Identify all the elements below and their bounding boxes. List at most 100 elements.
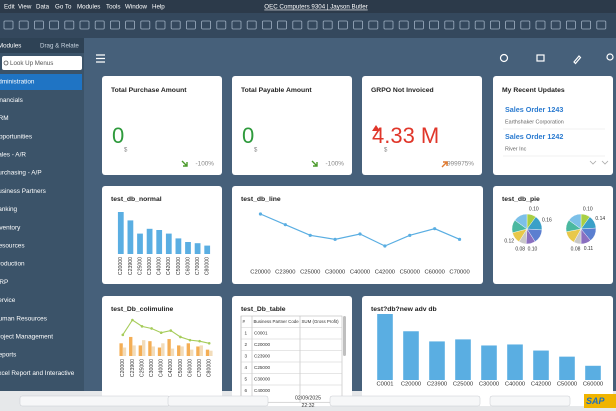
kpi-title: Total Purchase Amount: [111, 87, 187, 94]
card: [493, 186, 613, 284]
toolbar-icon: [596, 20, 607, 30]
sidebar-item[interactable]: Business Partners: [0, 188, 46, 195]
table-cell: C40000: [254, 388, 271, 393]
x-tick-label: C30000: [325, 270, 345, 276]
toolbar-icon: [246, 20, 257, 30]
trend-icon: [181, 160, 188, 167]
chart-title: test_Db_colimuline: [111, 306, 174, 313]
bar: [185, 242, 191, 254]
bar: [148, 341, 152, 356]
recent-item[interactable]: Sales Order 1242: [505, 132, 563, 141]
search-icon: [3, 60, 9, 66]
menu-item[interactable]: Edit: [4, 4, 15, 11]
table-cell: 3: [245, 353, 248, 358]
table-title: test_Db_table: [241, 306, 286, 313]
card: [362, 76, 482, 175]
bar: [170, 348, 175, 356]
pin-icon[interactable]: [536, 54, 545, 62]
menu-item[interactable]: Help: [152, 4, 165, 11]
kpi-value: 4.33 M: [372, 123, 439, 148]
bar: [165, 233, 172, 254]
logo: SAP: [586, 396, 606, 406]
card: [493, 76, 613, 175]
search-icon[interactable]: [606, 53, 614, 61]
sidebar-item[interactable]: Banking: [0, 206, 18, 213]
kpi-value: 0: [112, 123, 124, 148]
chart-title: test_db_normal: [111, 196, 162, 203]
menu-item[interactable]: Modules: [77, 4, 100, 11]
table-cell: C30000: [254, 376, 271, 381]
point: [258, 212, 263, 216]
refresh-icon[interactable]: [499, 53, 509, 63]
sidebar-item[interactable]: Inventory: [0, 224, 21, 231]
sidebar-item[interactable]: CRM: [0, 115, 9, 122]
sidebar-tab[interactable]: Drag & Relate: [40, 43, 79, 50]
table-cell: 6: [245, 388, 248, 393]
kpi-unit: $: [124, 148, 128, 154]
menubar: [0, 0, 616, 13]
sidebar-item[interactable]: Purchasing - A/P: [0, 170, 42, 177]
sidebar-item[interactable]: MRP: [0, 279, 8, 286]
bar: [377, 314, 393, 380]
point: [308, 233, 312, 237]
sidebar-item[interactable]: Administration: [0, 79, 35, 86]
trend-arrow: [372, 125, 380, 131]
toolbar-icon: [94, 20, 105, 30]
sidebar-item[interactable]: Service: [0, 297, 16, 304]
x-tick-label: C50000: [400, 270, 420, 276]
point: [333, 237, 337, 241]
point: [179, 335, 182, 339]
menu-item[interactable]: Tools: [106, 4, 120, 11]
sidebar-item[interactable]: Resources: [0, 242, 25, 249]
card: [232, 76, 352, 175]
point: [198, 339, 201, 343]
bar: [127, 220, 134, 254]
table-cell: C0001: [254, 330, 268, 335]
data-label: 0.16: [542, 217, 552, 223]
toolbar-icon: [18, 20, 29, 30]
sidebar-item[interactable]: Reports: [0, 352, 16, 359]
toolbar-icon: [581, 20, 591, 30]
sidebar-item[interactable]: Production: [0, 261, 25, 268]
menu-item[interactable]: Window: [125, 4, 148, 11]
menu-icon[interactable]: [96, 54, 105, 63]
card: [102, 76, 222, 175]
sidebar-item[interactable]: Excel Report and Interactive: [0, 370, 75, 377]
toolbar-icon: [368, 20, 379, 30]
x-tick-label: C30000: [479, 382, 499, 388]
sidebar-item[interactable]: Human Resources: [0, 315, 47, 322]
x-tick-label: C20000: [401, 382, 421, 388]
x-tick-label: C80000: [207, 359, 213, 377]
trend-icon: [441, 161, 448, 168]
toolbar-icon: [474, 20, 485, 30]
bar: [122, 347, 127, 356]
point: [140, 325, 144, 328]
menu-item[interactable]: View: [18, 4, 32, 11]
table-cell: 4: [245, 365, 248, 370]
search-box[interactable]: [2, 56, 82, 70]
toolbar-icon: [170, 20, 181, 30]
menu-item[interactable]: Data: [36, 4, 50, 11]
data-label: 0.08: [515, 246, 525, 252]
sidebar-item[interactable]: Financials: [0, 97, 23, 104]
edit-icon[interactable]: [573, 55, 582, 65]
status-field: [19, 395, 171, 407]
point: [188, 338, 192, 342]
toolbar-icon: [322, 20, 333, 30]
sidebar-tab[interactable]: Modules: [0, 43, 21, 50]
sidebar-item[interactable]: Sales - A/R: [0, 151, 26, 158]
sidebar-item[interactable]: Project Management: [0, 333, 53, 340]
x-tick-label: C42000: [375, 270, 395, 276]
toolbar-icon: [550, 20, 561, 30]
sidebar-item[interactable]: Opportunities: [0, 133, 32, 140]
x-tick-label: C25000: [139, 359, 145, 377]
recent-item[interactable]: Sales Order 1243: [505, 105, 563, 114]
bar: [156, 230, 163, 254]
toolbar-icon: [429, 20, 440, 30]
menu-item[interactable]: Go To: [55, 4, 72, 11]
column-header: SUM (Gross Profit): [302, 319, 340, 324]
bar: [180, 346, 184, 356]
point: [207, 341, 211, 345]
